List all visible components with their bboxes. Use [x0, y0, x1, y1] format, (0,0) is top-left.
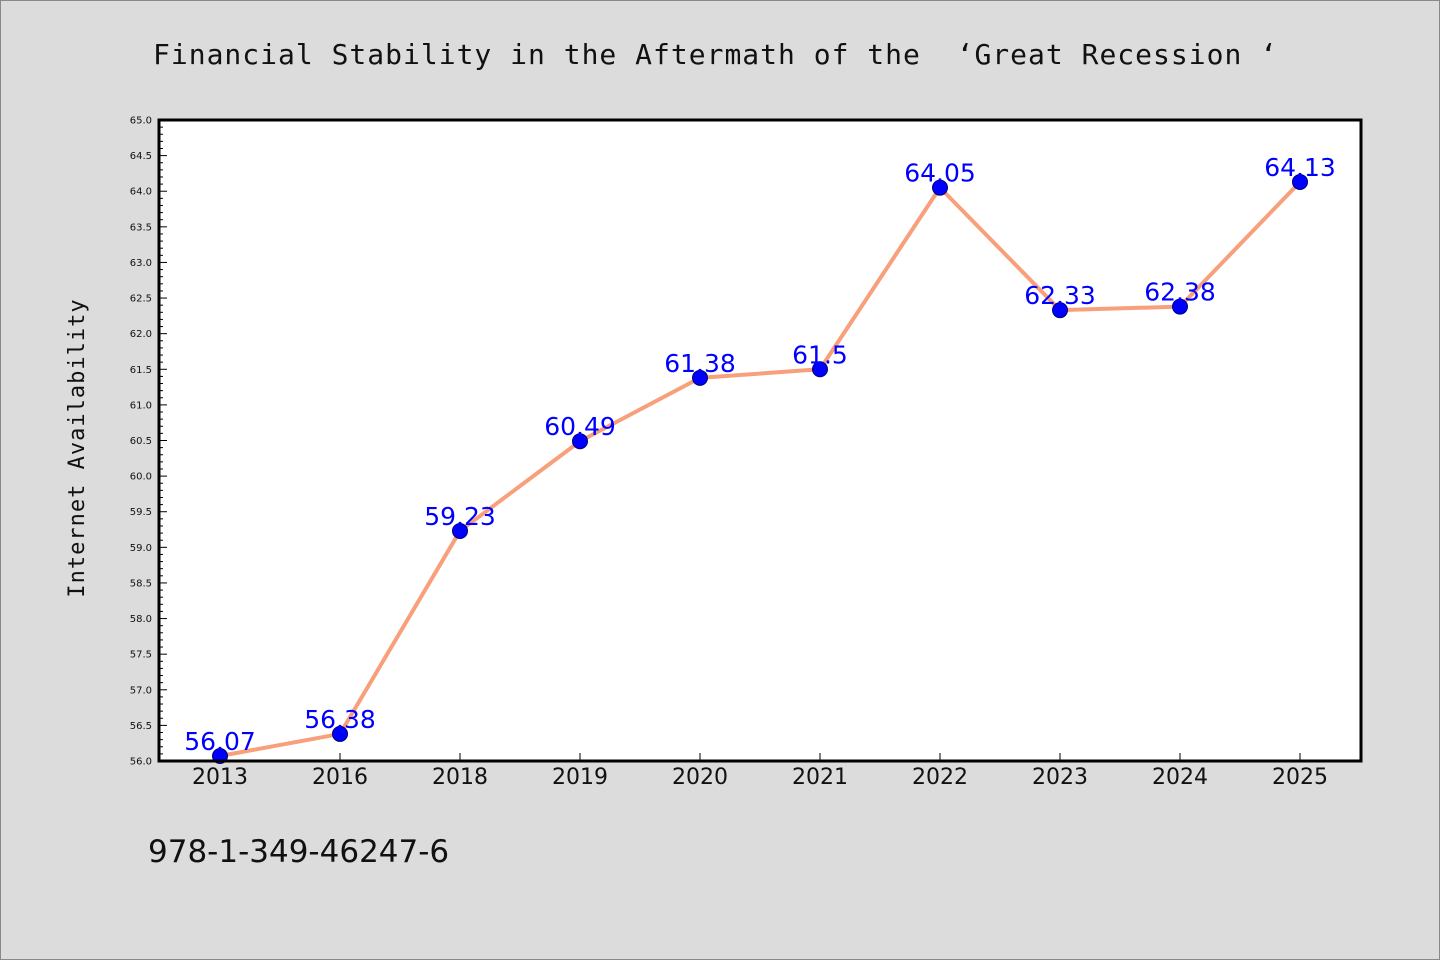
data-label: 64.13: [1264, 153, 1336, 182]
y-tick-label: 56.0: [130, 757, 152, 768]
footer-code: 978-1-349-46247-6: [148, 834, 450, 870]
data-label: 59.23: [424, 502, 496, 531]
y-tick-label: 63.0: [130, 258, 152, 269]
x-tick-label: 2025: [1272, 765, 1328, 790]
series-line: [218, 179, 1302, 759]
y-tick-label: 62.0: [130, 329, 152, 340]
data-point: [692, 369, 708, 386]
data-label: 62.33: [1024, 281, 1096, 310]
plot-frame: [157, 118, 1363, 763]
data-point: [1052, 302, 1068, 319]
data-label: 56.38: [304, 705, 376, 734]
y-axis-ticks: 56.0 56.5 57.0 57.5 58.0 58.5 59.0 59.5 60.0 60.5…: [130, 116, 167, 768]
y-tick-label: 60.5: [130, 436, 152, 447]
data-point: [572, 433, 588, 450]
data-point: [932, 179, 948, 196]
y-tick-label: 65.0: [130, 116, 152, 127]
data-point: [812, 361, 828, 378]
y-tick-label: 61.5: [130, 365, 152, 376]
x-tick-label: 2019: [552, 765, 608, 790]
y-tick-label: 61.0: [130, 400, 152, 411]
y-tick-label: 64.0: [130, 187, 152, 198]
x-tick-label: 2023: [1032, 765, 1088, 790]
data-point: [332, 725, 348, 742]
data-label: 61.5: [792, 340, 848, 369]
data-point: [452, 522, 468, 539]
data-label: 64.05: [904, 159, 976, 188]
x-tick-label: 2021: [792, 765, 848, 790]
y-tick-label: 57.0: [130, 685, 152, 696]
y-tick-label: 62.5: [130, 294, 152, 305]
y-tick-label: 60.0: [130, 472, 152, 483]
x-tick-label: 2013: [192, 765, 248, 790]
y-tick-label: 57.5: [130, 650, 152, 661]
y-axis-title: Internet Availability: [65, 298, 90, 597]
x-tick-label: 2020: [672, 765, 728, 790]
x-tick-label: 2022: [912, 765, 968, 790]
data-label: 56.07: [184, 727, 256, 756]
data-label: 62.38: [1144, 278, 1216, 307]
x-tick-label: 2018: [432, 765, 488, 790]
x-tick-label: 2016: [312, 765, 368, 790]
x-tick-label: 2024: [1152, 765, 1208, 790]
x-axis-ticks: 2013 2016 2018 2019 2020 2021 2022 2023 2024 2025: [192, 753, 1328, 790]
y-tick-label: 59.5: [130, 507, 152, 518]
data-markers: [212, 173, 1308, 765]
plot-area: [159, 120, 1361, 761]
data-point: [1292, 173, 1308, 190]
data-point: [1172, 298, 1188, 315]
y-tick-label: 58.5: [130, 578, 152, 589]
data-labels: 56.07 56.38 59.23 60.49 61.38 61.5 64.05 62.33 6…: [184, 153, 1336, 756]
chart-title: Financial Stability in the Aftermath of …: [153, 38, 1279, 71]
y-tick-label: 58.0: [130, 614, 152, 625]
y-tick-label: 59.0: [130, 543, 152, 554]
y-tick-label: 56.5: [130, 721, 152, 732]
y-tick-label: 63.5: [130, 222, 152, 233]
data-label: 60.49: [544, 412, 616, 441]
y-tick-label: 64.5: [130, 151, 152, 162]
data-label: 61.38: [664, 349, 736, 378]
